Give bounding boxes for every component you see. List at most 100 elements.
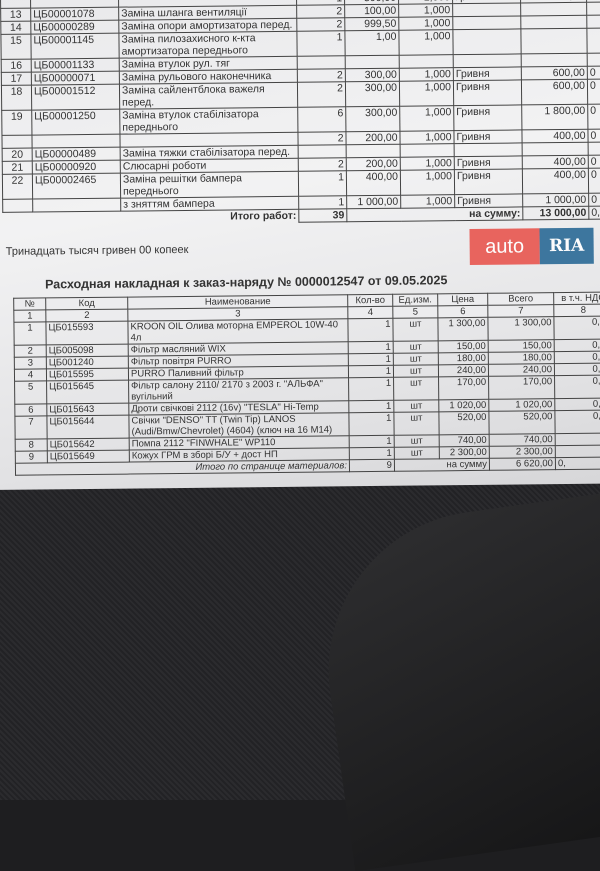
table-cell: шт <box>393 411 440 436</box>
table-cell: 400,00 <box>521 129 589 143</box>
table-cell <box>522 142 589 156</box>
table-cell: 200,00 <box>345 131 401 145</box>
table-cell: 0 <box>587 104 600 130</box>
table-cell <box>520 28 588 54</box>
table-cell: ЦБ015644 <box>46 415 130 439</box>
table-cell: ЦБ015645 <box>46 380 129 404</box>
table-cell: 0,00 <box>553 315 600 340</box>
table-cell: шт <box>393 376 439 401</box>
autoria-watermark-logo: auto RIA <box>469 227 594 265</box>
table-cell: ЦБ00000920 <box>32 160 121 175</box>
table-cell: 5 <box>392 305 438 319</box>
table-cell: 0 <box>587 79 600 105</box>
table-cell: 9 <box>15 450 48 464</box>
table-cell: 0 <box>587 66 600 80</box>
works-total-label: Итого работ: <box>230 209 297 223</box>
works-total-qty: 39 <box>298 208 347 223</box>
table-cell: Ед.изм. <box>392 293 438 307</box>
table-cell: 1 <box>13 309 46 323</box>
table-cell: 18 <box>1 85 32 111</box>
table-cell: Кол-во <box>347 294 393 307</box>
table-cell <box>452 15 521 30</box>
table-cell: шт <box>392 317 439 342</box>
table-cell: ЦБ00001145 <box>30 33 120 60</box>
works-table: 1300,001,000Гривня300,0013ЦБ00001078Замі… <box>0 0 600 226</box>
table-cell: Свічки "DENSO" TT (Twin Tip) LANOS (Audi… <box>128 412 350 439</box>
table-cell: 1 <box>298 195 347 210</box>
table-cell: 0, <box>555 432 600 446</box>
table-cell <box>521 53 588 67</box>
works-total-vat: 0,0 <box>588 206 600 220</box>
table-cell: 2 <box>297 68 346 83</box>
table-cell: 150,00 <box>488 339 555 353</box>
table-cell: 520,00 <box>488 410 556 435</box>
table-cell: 6 <box>297 106 346 133</box>
table-cell: 300,00 <box>345 106 400 132</box>
table-cell <box>452 28 522 55</box>
table-cell <box>297 55 346 70</box>
table-cell: ЦБ00001250 <box>31 109 120 136</box>
invoice-total-vat: 0, <box>555 456 600 470</box>
table-cell: 150,00 <box>438 340 489 353</box>
table-cell <box>588 142 600 156</box>
table-cell: Гривня <box>454 155 523 170</box>
table-cell: 1 <box>298 170 347 197</box>
table-cell: 0 <box>588 168 600 194</box>
table-cell: 2 <box>296 4 345 19</box>
table-cell: 7 <box>14 415 48 440</box>
table-cell: 1,000 <box>398 3 453 18</box>
table-cell: ЦБ00000289 <box>30 20 119 35</box>
table-cell: 4 <box>14 368 47 382</box>
table-cell: 2 300,00 <box>489 445 556 459</box>
table-cell: 21 <box>2 161 33 175</box>
table-cell: 1 <box>348 353 394 366</box>
table-cell <box>32 198 121 213</box>
table-cell: 0,00 <box>554 409 600 434</box>
table-cell: 400,00 <box>522 155 589 169</box>
table-cell: Код <box>45 297 128 310</box>
table-cell <box>586 2 600 16</box>
table-cell: 0,00 <box>554 397 600 411</box>
table-cell <box>586 28 600 54</box>
table-cell: 180,00 <box>488 351 555 365</box>
table-cell: 1 020,00 <box>488 398 555 412</box>
table-cell: 300,00 <box>345 68 400 82</box>
table-cell: 2 <box>297 81 346 108</box>
table-cell: Всего <box>487 292 554 306</box>
table-cell: 1 300,00 <box>487 316 555 341</box>
table-cell: 400,00 <box>522 168 589 194</box>
table-cell: 170,00 <box>488 375 555 400</box>
table-cell: 240,00 <box>488 363 555 377</box>
table-cell: 1 <box>348 400 394 413</box>
table-cell: 14 <box>0 21 31 35</box>
table-cell: 1 <box>349 447 395 460</box>
table-cell <box>1 135 33 149</box>
table-cell: ЦБ005098 <box>46 344 129 357</box>
table-cell: Заміна рульового наконечника <box>119 69 298 85</box>
table-cell: KROON OIL Олива моторна EMPEROL 10W-40 4… <box>127 318 349 345</box>
table-cell: 2 <box>296 17 345 32</box>
table-cell: 1,000 <box>398 29 454 56</box>
table-cell <box>400 143 455 158</box>
table-cell: Гривня <box>454 168 523 195</box>
table-cell: 180,00 <box>438 352 489 365</box>
table-cell: 999,50 <box>344 17 399 31</box>
table-cell: Гривня <box>453 129 523 144</box>
table-cell: 4 <box>347 306 393 319</box>
table-cell: 17 <box>1 72 32 86</box>
table-cell: 0 <box>555 444 600 458</box>
table-cell: 1,000 <box>399 67 454 82</box>
table-cell: Заміна пилозахисного к-кта амортизатора … <box>118 31 298 59</box>
table-cell: 1 <box>296 30 346 57</box>
table-cell: Заміна тяжки стабілізатора перед. <box>120 145 299 161</box>
table-cell <box>520 2 587 16</box>
table-cell: шт <box>393 364 439 378</box>
table-cell: № <box>13 297 46 311</box>
table-cell: шт <box>393 399 439 413</box>
table-cell: 1 300,00 <box>437 317 489 341</box>
table-cell: 0,00 <box>554 362 600 376</box>
table-cell <box>520 15 587 29</box>
table-cell: 1 <box>348 341 394 354</box>
table-cell: 1 <box>348 412 395 436</box>
table-cell: ЦБ00000489 <box>32 147 121 162</box>
